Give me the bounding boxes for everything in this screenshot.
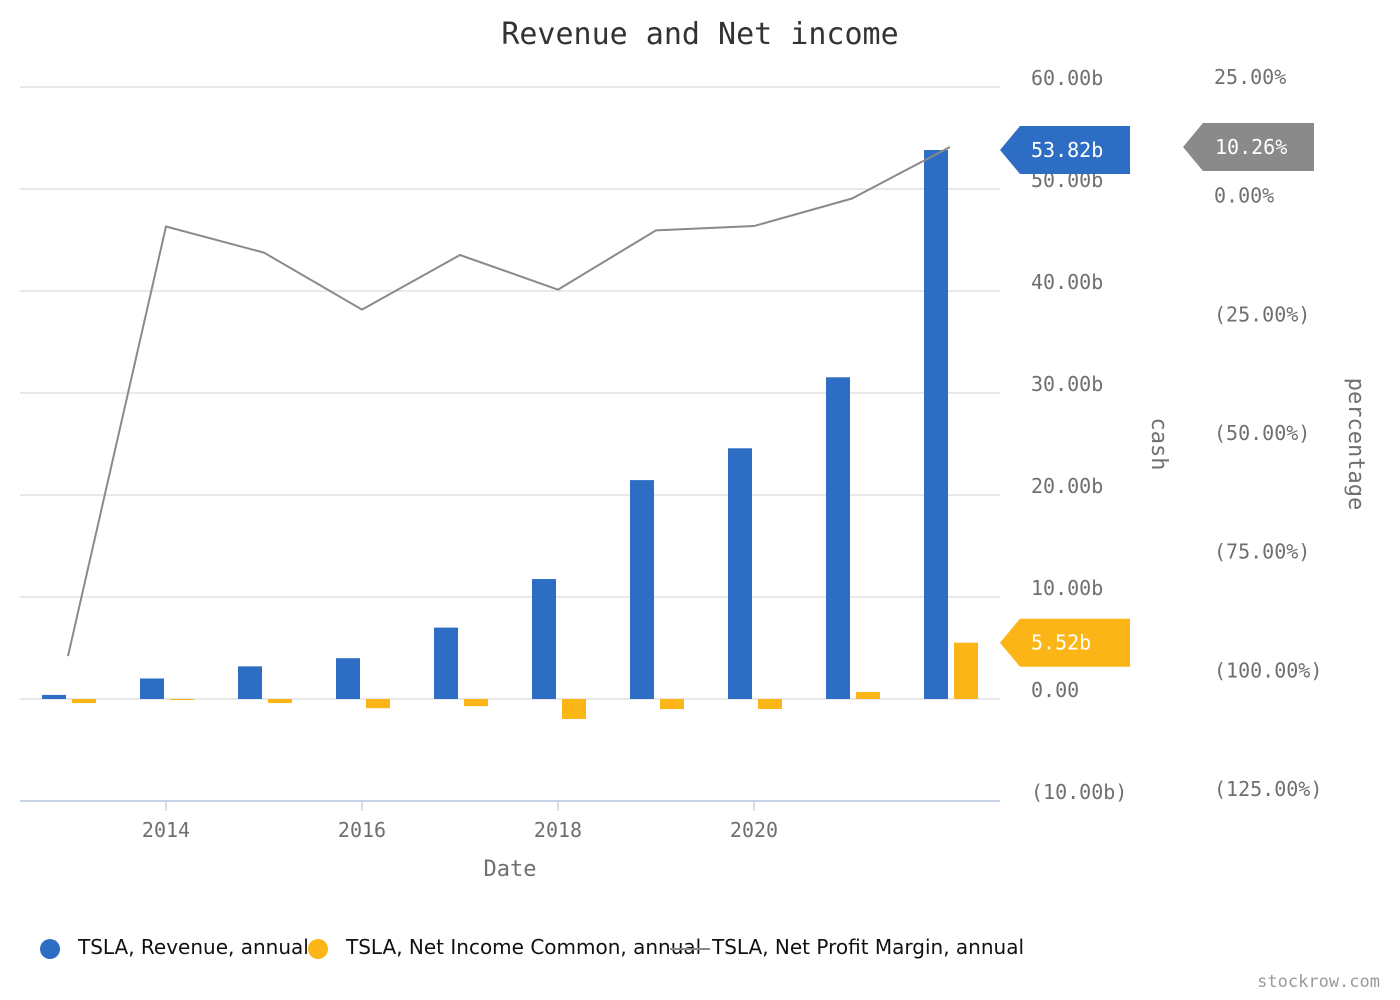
x-tick-label: 2016 <box>338 818 386 842</box>
revenue-bar <box>532 579 556 699</box>
cash-tick-label: (10.00b) <box>1031 780 1127 804</box>
chart-title: Revenue and Net income <box>501 17 898 52</box>
margin-line-icon <box>670 948 710 950</box>
percentage-axis-title: percentage <box>1343 378 1368 510</box>
source-credit[interactable]: stockrow.com <box>1257 972 1380 992</box>
x-tick-label: 2014 <box>142 818 190 842</box>
net-profit-margin-line <box>67 146 951 657</box>
legend-label-revenue: TSLA, Revenue, annual <box>78 935 309 959</box>
net-income-bar <box>660 699 684 709</box>
net-income-bar <box>758 699 782 709</box>
cash-tick-label: 20.00b <box>1031 474 1103 498</box>
revenue-bar <box>728 448 752 699</box>
revenue-bar <box>238 666 262 699</box>
percentage-tick-label: (25.00%) <box>1214 302 1310 326</box>
percentage-tick-label: (75.00%) <box>1214 540 1310 564</box>
value-badge-label: 5.52b <box>1031 631 1091 655</box>
net-income-bar <box>856 691 880 699</box>
value-badge <box>1000 618 1130 667</box>
legend: TSLA, Revenue, annual TSLA, Net Income C… <box>40 934 1140 964</box>
revenue-bar <box>42 694 66 699</box>
cash-tick-label: 30.00b <box>1031 372 1103 396</box>
cash-axis-labels: 60.00b50.00b40.00b30.00b20.00b10.00b0.00… <box>1031 66 1127 804</box>
revenue-dot-icon <box>40 939 60 959</box>
cash-tick-label: 10.00b <box>1031 576 1103 600</box>
cash-axis-title: cash <box>1146 418 1171 471</box>
value-badge <box>1000 126 1130 175</box>
value-badge <box>1183 122 1314 171</box>
net-income-bar <box>954 642 978 699</box>
gridlines <box>20 86 1000 802</box>
net-income-bar <box>72 699 96 704</box>
legend-label-net-profit-margin: TSLA, Net Profit Margin, annual <box>712 935 1025 959</box>
x-axis-labels: 2014 2016 2018 2020 <box>142 801 778 842</box>
net-income-dot-icon <box>308 939 328 959</box>
cash-tick-label: 40.00b <box>1031 270 1103 294</box>
x-tick-label: 2018 <box>534 818 582 842</box>
legend-label-net-income: TSLA, Net Income Common, annual <box>346 935 702 959</box>
percentage-tick-label: (50.00%) <box>1214 421 1310 445</box>
percentage-tick-label: 0.00% <box>1214 184 1274 208</box>
last-value-badges: 53.82b 5.52b 10.26% <box>1000 122 1314 667</box>
revenue-bar <box>140 678 164 699</box>
net-income-bar <box>268 699 292 704</box>
net-income-bar <box>464 699 488 707</box>
x-tick-label: 2020 <box>730 818 778 842</box>
revenue-bar <box>826 377 850 699</box>
x-axis-title: Date <box>484 857 537 882</box>
cash-tick-label: 0.00 <box>1031 678 1079 702</box>
revenue-bar <box>924 150 948 699</box>
value-badge-label: 53.82b <box>1031 138 1103 162</box>
net-income-bar <box>366 699 390 709</box>
revenue-bar <box>434 627 458 699</box>
value-badge-label: 10.26% <box>1215 135 1287 159</box>
line-series <box>67 146 951 657</box>
percentage-axis-labels: 25.00% 0.00% (25.00%) (50.00%) (75.00%) (100.… <box>1214 65 1322 801</box>
net-income-bar <box>170 699 194 700</box>
revenue-bar <box>336 658 360 699</box>
revenue-bar <box>630 480 654 699</box>
cash-tick-label: 60.00b <box>1031 66 1103 90</box>
percentage-tick-label: (125.00%) <box>1214 777 1322 801</box>
net-income-bar <box>562 699 586 719</box>
bar-series <box>42 150 978 719</box>
percentage-tick-label: 25.00% <box>1214 65 1286 89</box>
percentage-tick-label: (100.00%) <box>1214 658 1322 682</box>
